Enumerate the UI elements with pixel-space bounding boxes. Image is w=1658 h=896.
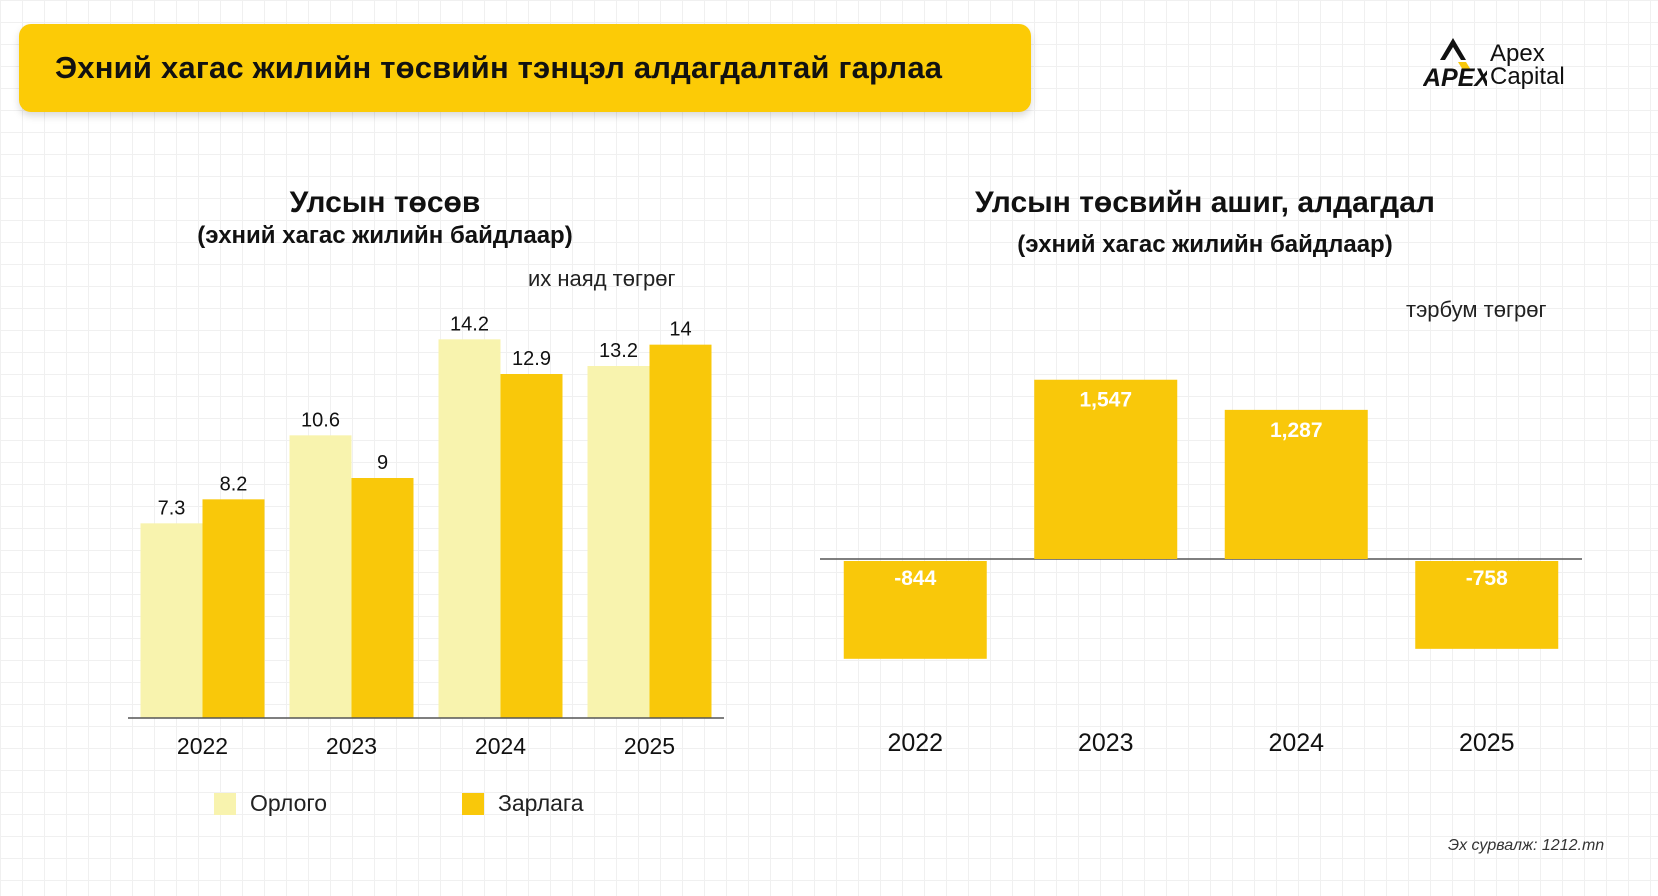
x-tick-label-balance-2025: 2025 (1459, 729, 1515, 757)
budget-chart-title: Улсын төсөв (289, 186, 481, 219)
data-label-expense-2025: 14 (669, 319, 691, 341)
x-tick-label-balance-2024: 2024 (1268, 729, 1324, 757)
legend-swatch-income (214, 792, 236, 815)
apex-logo-icon: APEX (1423, 38, 1487, 92)
legend-item-income: Орлого (214, 790, 327, 817)
bar-balance-2022 (843, 561, 987, 659)
title-banner: Эхний хагас жилийн төсвийн тэнцэл алдагд… (19, 24, 1031, 112)
data-label-income-2022: 7.3 (158, 497, 186, 519)
bar-income-2023 (289, 435, 352, 718)
data-label-income-2025: 13.2 (599, 340, 638, 362)
data-label-balance-2023: 1,547 (1079, 389, 1132, 412)
budget-chart-subtitle: (эхний хагас жилийн байдлаар) (197, 222, 573, 249)
source-note: Эх сурвалж: 1212.mn (1448, 837, 1605, 854)
balance-chart-subtitle: (эхний хагас жилийн байдлаар) (1017, 231, 1393, 258)
data-label-balance-2024: 1,287 (1270, 419, 1323, 442)
logo-wordmark: Apex Capital (1490, 40, 1565, 90)
data-label-expense-2024: 12.9 (512, 348, 551, 370)
balance-chart-unit: тэрбум төгрөг (1406, 297, 1547, 322)
logo-name-line2: Capital (1490, 63, 1565, 90)
apex-capital-logo: APEX Apex Capital (1423, 36, 1593, 92)
x-tick-label-balance-2023: 2023 (1078, 729, 1134, 757)
legend-label-expense: Зарлага (498, 790, 584, 816)
bar-balance-2025 (1415, 561, 1559, 649)
x-tick-label-2025: 2025 (624, 733, 675, 759)
logo-mark-text: APEX (1423, 64, 1487, 92)
budget-bar-chart: 7.3 8.2 2022 10.6 9 2023 14.2 12.9 2024 13.2 14 202… (128, 313, 724, 759)
bar-expense-2023 (351, 478, 414, 718)
data-label-balance-2022: -844 (894, 567, 936, 590)
balance-chart-title: Улсын төсвийн ашиг, алдагдал (975, 186, 1435, 219)
data-label-balance-2025: -758 (1466, 567, 1508, 590)
bar-expense-2024 (500, 374, 563, 718)
legend-item-expense: Зарлага (462, 790, 584, 817)
budget-chart-unit: их наяд төгрөг (528, 266, 676, 291)
page-title: Эхний хагас жилийн төсвийн тэнцэл алдагд… (55, 50, 943, 85)
bar-income-2022 (140, 523, 203, 718)
x-tick-label-balance-2022: 2022 (887, 729, 943, 757)
data-label-expense-2023: 9 (377, 452, 388, 474)
x-tick-label-2022: 2022 (177, 733, 228, 759)
legend-swatch-expense (462, 792, 484, 815)
bar-income-2025 (587, 366, 650, 718)
x-tick-label-2023: 2023 (326, 733, 377, 759)
x-tick-label-2024: 2024 (475, 733, 526, 759)
logo-name-line1: Apex (1490, 40, 1545, 67)
data-label-income-2024: 14.2 (450, 313, 489, 335)
bar-expense-2022 (202, 499, 265, 718)
bar-balance-2024 (1224, 409, 1368, 559)
legend-label-income: Орлого (250, 790, 328, 816)
bar-balance-2023 (1034, 379, 1178, 559)
data-label-expense-2022: 8.2 (220, 473, 248, 495)
bar-expense-2025 (649, 344, 712, 718)
bar-income-2024 (438, 339, 501, 718)
data-label-income-2023: 10.6 (301, 409, 340, 431)
